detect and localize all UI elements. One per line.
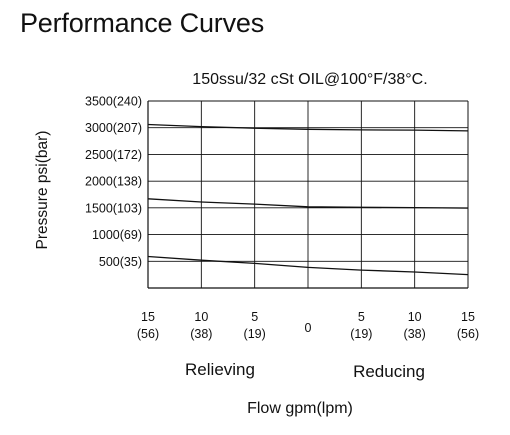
x-tick: 0 bbox=[305, 321, 312, 335]
x-tick: 5 (19) bbox=[244, 310, 266, 341]
curve-3 bbox=[147, 255, 469, 276]
x-tick-label-lpm: (38) bbox=[404, 327, 426, 341]
x-tick: 15 (56) bbox=[137, 310, 159, 341]
x-tick: 15 (56) bbox=[457, 310, 479, 341]
x-axis-ticks: 15 (56) 10 (38) 5 (19) 0 5 (19) 10 (38) 15 (56) bbox=[137, 310, 479, 341]
x-tick-label-lpm: (56) bbox=[137, 327, 159, 341]
x-tick-label-lpm: (56) bbox=[457, 327, 479, 341]
x-tick-label-lpm: (19) bbox=[244, 327, 266, 341]
x-tick: 10 (38) bbox=[404, 310, 426, 341]
x-tick: 10 (38) bbox=[190, 310, 212, 341]
x-tick-label-gpm: 10 bbox=[408, 310, 422, 324]
y-axis-label: Pressure psi(bar) bbox=[34, 131, 51, 250]
y-tick-label: 2500(172) bbox=[85, 148, 142, 162]
y-tick-label: 2000(138) bbox=[85, 175, 142, 189]
y-tick-label: 1000(69) bbox=[92, 228, 142, 242]
y-tick-label: 500(35) bbox=[99, 255, 142, 269]
x-tick-label-gpm: 10 bbox=[194, 310, 208, 324]
curve-2 bbox=[147, 198, 469, 209]
x-axis-label: Flow gpm(lpm) bbox=[247, 400, 353, 417]
y-axis-ticks: 3500(240) 3000(207) 2500(172) 2000(138) 1500… bbox=[85, 95, 142, 269]
curves bbox=[147, 123, 469, 276]
x-tick-label-gpm: 5 bbox=[358, 310, 365, 324]
y-tick-label: 1500(103) bbox=[85, 201, 142, 215]
y-tick-label: 3000(207) bbox=[85, 121, 142, 135]
grid bbox=[147, 100, 469, 289]
chart-subtitle: 150ssu/32 cSt OIL@100°F/38°C. bbox=[192, 71, 427, 88]
x-tick-label-gpm: 0 bbox=[305, 321, 312, 335]
x-tick-label-lpm: (38) bbox=[190, 327, 212, 341]
relieving-label: Relieving bbox=[185, 360, 255, 379]
x-tick-label-lpm: (19) bbox=[350, 327, 372, 341]
x-tick: 5 (19) bbox=[350, 310, 372, 341]
y-tick-label: 3500(240) bbox=[85, 95, 142, 109]
curve-1 bbox=[147, 123, 469, 132]
reducing-label: Reducing bbox=[353, 362, 425, 381]
x-tick-label-gpm: 15 bbox=[461, 310, 475, 324]
page-title: Performance Curves bbox=[20, 8, 264, 38]
x-tick-label-gpm: 15 bbox=[141, 310, 155, 324]
x-tick-label-gpm: 5 bbox=[251, 310, 258, 324]
